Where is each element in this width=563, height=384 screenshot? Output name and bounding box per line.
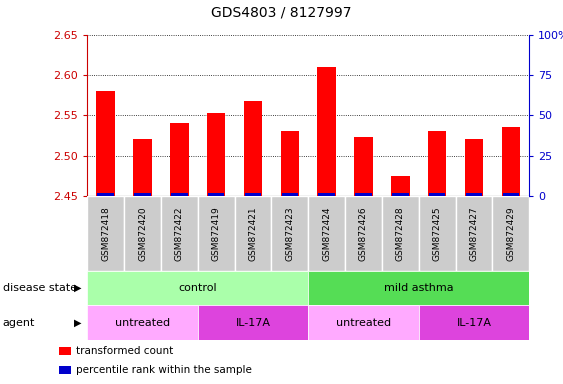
Text: ▶: ▶ <box>74 283 82 293</box>
Bar <box>355 193 372 196</box>
Text: GDS4803 / 8127997: GDS4803 / 8127997 <box>211 6 352 20</box>
Bar <box>198 305 309 340</box>
Bar <box>59 366 71 374</box>
Bar <box>382 196 419 271</box>
Bar <box>134 193 151 196</box>
Bar <box>465 139 483 196</box>
Text: mild asthma: mild asthma <box>384 283 454 293</box>
Text: GSM872422: GSM872422 <box>175 206 184 260</box>
Text: GSM872421: GSM872421 <box>248 206 257 261</box>
Text: untreated: untreated <box>336 318 391 328</box>
Bar <box>244 101 262 196</box>
Text: agent: agent <box>3 318 35 328</box>
Text: control: control <box>178 283 217 293</box>
Bar <box>318 67 336 196</box>
Text: ▶: ▶ <box>74 318 82 328</box>
Bar <box>96 91 115 196</box>
Text: GSM872424: GSM872424 <box>322 206 331 260</box>
Bar <box>170 123 189 196</box>
Text: GSM872419: GSM872419 <box>212 206 221 261</box>
Bar <box>271 196 309 271</box>
Text: untreated: untreated <box>115 318 170 328</box>
Text: IL-17A: IL-17A <box>457 318 491 328</box>
Text: GSM872418: GSM872418 <box>101 206 110 261</box>
Bar <box>235 196 271 271</box>
Bar <box>87 196 124 271</box>
Bar <box>391 177 409 196</box>
Bar <box>87 271 309 305</box>
Bar <box>493 196 529 271</box>
Text: GSM872427: GSM872427 <box>470 206 479 261</box>
Bar <box>245 193 261 196</box>
Text: IL-17A: IL-17A <box>235 318 270 328</box>
Text: transformed count: transformed count <box>75 346 173 356</box>
Bar <box>282 193 298 196</box>
Bar <box>161 196 198 271</box>
Bar <box>428 131 446 196</box>
Bar <box>309 305 419 340</box>
Bar <box>455 196 493 271</box>
Bar <box>87 305 198 340</box>
Bar <box>309 271 529 305</box>
Text: GSM872426: GSM872426 <box>359 206 368 261</box>
Text: GSM872428: GSM872428 <box>396 206 405 261</box>
Bar <box>354 137 373 196</box>
Text: GSM872423: GSM872423 <box>285 206 294 261</box>
Bar <box>419 196 455 271</box>
Bar <box>429 193 445 196</box>
Bar <box>208 193 225 196</box>
Bar <box>97 193 114 196</box>
Text: GSM872420: GSM872420 <box>138 206 147 261</box>
Bar <box>419 305 529 340</box>
Bar <box>59 347 71 355</box>
Bar <box>392 193 409 196</box>
Bar <box>280 131 299 196</box>
Bar <box>466 193 482 196</box>
Text: GSM872429: GSM872429 <box>506 206 515 261</box>
Bar <box>318 193 335 196</box>
Bar <box>502 127 520 196</box>
Text: disease state: disease state <box>3 283 77 293</box>
Bar <box>198 196 235 271</box>
Text: percentile rank within the sample: percentile rank within the sample <box>75 365 252 375</box>
Bar <box>503 193 519 196</box>
Text: GSM872425: GSM872425 <box>432 206 441 261</box>
Bar <box>345 196 382 271</box>
Bar <box>171 193 187 196</box>
Bar <box>124 196 161 271</box>
Bar <box>133 139 151 196</box>
Bar <box>309 196 345 271</box>
Bar <box>207 113 225 196</box>
